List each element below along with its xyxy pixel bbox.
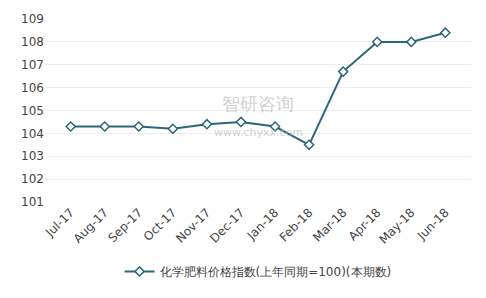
svg-text:104: 104: [21, 127, 44, 141]
svg-text:Dec-17: Dec-17: [207, 205, 247, 245]
svg-text:105: 105: [21, 104, 44, 118]
svg-text:101: 101: [21, 195, 44, 209]
svg-text:108: 108: [21, 35, 44, 49]
svg-text:www.chyxx.com: www.chyxx.com: [214, 126, 303, 139]
svg-text:102: 102: [21, 172, 44, 186]
svg-text:109: 109: [21, 12, 44, 26]
svg-text:Jul-17: Jul-17: [42, 205, 77, 240]
svg-text:Apr-18: Apr-18: [346, 205, 384, 243]
svg-text:Nov-17: Nov-17: [173, 205, 213, 245]
svg-text:Oct-17: Oct-17: [141, 205, 179, 243]
svg-text:Feb-18: Feb-18: [277, 205, 316, 244]
svg-text:智研咨询: 智研咨询: [222, 93, 294, 114]
svg-text:Jun-18: Jun-18: [414, 205, 452, 243]
svg-text:化学肥料价格指数(上年同期=100)(本期数): 化学肥料价格指数(上年同期=100)(本期数): [160, 265, 392, 279]
svg-text:107: 107: [21, 58, 44, 72]
svg-text:Aug-17: Aug-17: [71, 205, 111, 245]
svg-text:Sep-17: Sep-17: [105, 205, 145, 245]
svg-text:103: 103: [21, 149, 44, 163]
svg-text:Jan-18: Jan-18: [244, 205, 282, 243]
svg-text:Mar-18: Mar-18: [310, 205, 349, 244]
svg-text:May-18: May-18: [376, 205, 417, 246]
svg-text:106: 106: [21, 81, 44, 95]
